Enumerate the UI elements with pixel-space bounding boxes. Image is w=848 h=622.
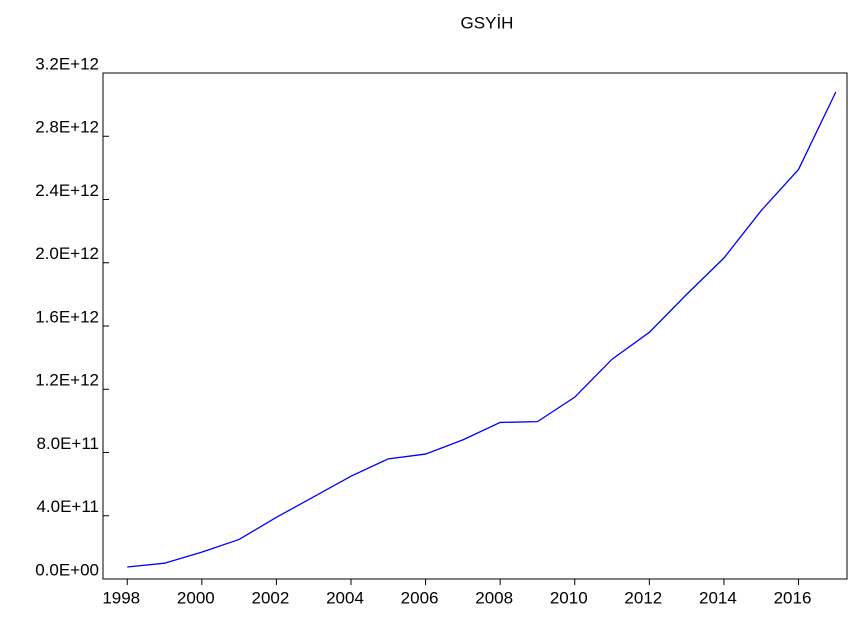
x-tick-label: 2016 bbox=[774, 588, 812, 607]
x-tick-label: 2004 bbox=[326, 588, 364, 607]
x-tick-label: 2010 bbox=[550, 588, 588, 607]
y-tick-label: 1.2E+12 bbox=[35, 371, 99, 390]
x-tick-label: 2006 bbox=[401, 588, 439, 607]
plot-frame bbox=[102, 72, 848, 580]
x-tick-label: 2000 bbox=[177, 588, 215, 607]
y-tick-label: 4.0E+11 bbox=[36, 497, 99, 516]
y-tick-label: 1.6E+12 bbox=[35, 307, 99, 326]
x-tick-label: 2014 bbox=[699, 588, 737, 607]
line-series bbox=[127, 91, 837, 568]
x-tick-label: 1998 bbox=[102, 588, 140, 607]
y-tick-label: 3.2E+12 bbox=[35, 54, 99, 73]
x-tick-label: 2008 bbox=[475, 588, 513, 607]
chart-title: GSYİH bbox=[461, 13, 514, 32]
y-tick-label: 0.0E+00 bbox=[35, 560, 99, 579]
y-tick-label: 8.0E+11 bbox=[36, 434, 99, 453]
y-tick-label: 2.4E+12 bbox=[35, 181, 99, 200]
x-tick-label: 2002 bbox=[251, 588, 289, 607]
y-tick-label: 2.0E+12 bbox=[35, 244, 99, 263]
x-tick-label: 2012 bbox=[624, 588, 662, 607]
y-tick-label: 2.8E+12 bbox=[35, 118, 99, 137]
